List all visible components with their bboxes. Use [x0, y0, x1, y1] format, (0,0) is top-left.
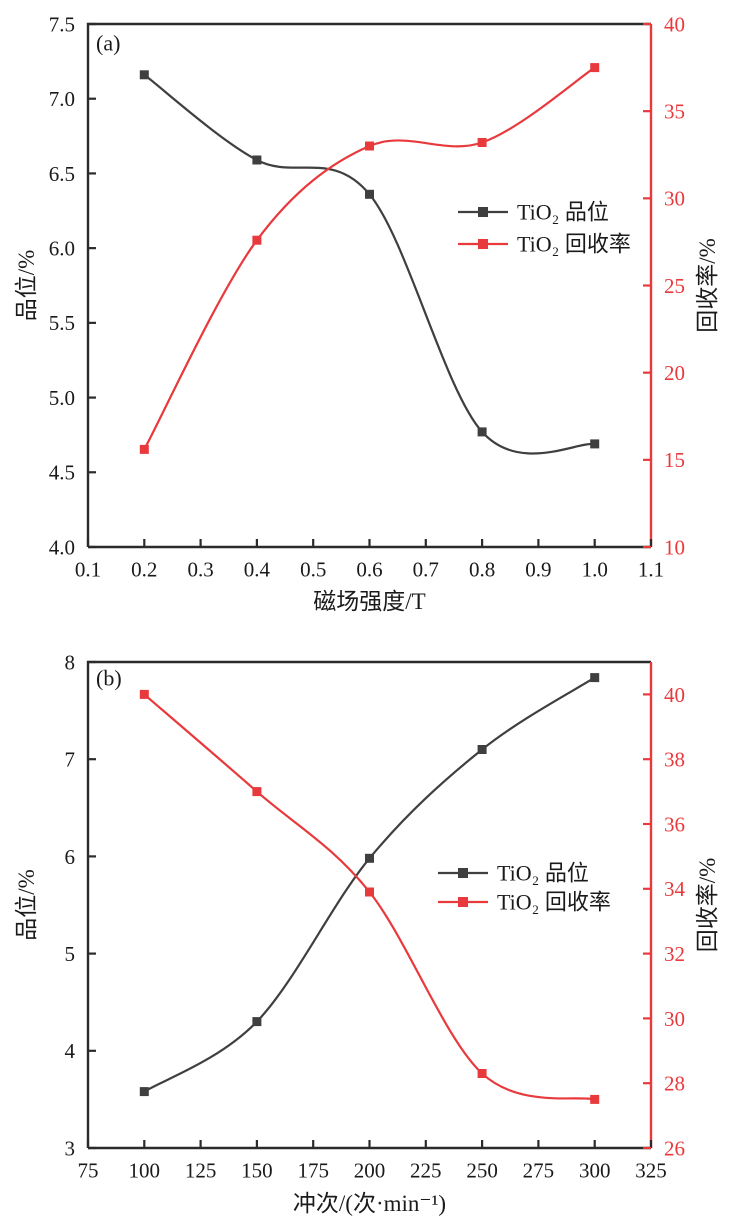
panel-b-right-tick-label: 32	[664, 942, 685, 966]
panel-b-x-tick-label: 250	[466, 1158, 498, 1182]
panel-b-recovery-data-point-marker	[477, 1069, 487, 1078]
panel-b-x-tick-label: 100	[129, 1158, 161, 1182]
panel-a-legend-marker	[478, 239, 488, 249]
panel-a-recovery-data-point-marker	[477, 138, 487, 147]
panel-a-x-tick-label: 0.2	[131, 557, 157, 581]
panel-b-grade-data-point-marker	[477, 745, 487, 754]
panel-a-right-tick-label: 15	[664, 448, 685, 472]
panel-a-x-tick-label: 0.1	[75, 557, 101, 581]
panel-a-right-tick-label: 35	[664, 100, 685, 124]
panel-a-legend-marker	[478, 207, 488, 217]
panel-b-legend-label: TiO₂ 回收率	[497, 890, 611, 915]
panel-a-x-axis-title: 磁场强度/T	[313, 589, 425, 614]
panel-a-x-tick-label: 1.1	[638, 557, 664, 581]
panel-a-grade-data-point-marker	[477, 427, 487, 437]
panel-a-left-axis-title: 品位/%	[14, 250, 39, 322]
panel-a-grade-data-point-marker	[252, 155, 262, 165]
panel-b-left-tick-label: 5	[65, 942, 76, 966]
panel-a-panel-label: (a)	[96, 31, 120, 56]
panel-b-right-axis-title: 回收率/%	[695, 858, 720, 953]
panel-a-left-tick-label: 6.5	[49, 162, 75, 186]
panel-b-x-tick-label: 125	[185, 1158, 217, 1182]
panel-a-right-tick-label: 20	[664, 361, 685, 385]
panel-b-grade-data-point-marker	[252, 1017, 262, 1027]
panel-a-recovery-data-point-marker	[590, 63, 600, 73]
panel-b-left-tick-label: 7	[65, 748, 76, 772]
panel-b-left-axis-title: 品位/%	[14, 869, 39, 941]
panel-a-recovery-data-point-marker	[252, 235, 262, 245]
panel-a-x-tick-label: 0.5	[300, 557, 326, 581]
panel-a-recovery-data-point-marker	[365, 141, 374, 151]
panel-a-x-tick-label: 0.9	[525, 557, 551, 581]
panel-a-right-axis-title: 回收率/%	[695, 238, 720, 333]
panel-a: 0.1 0.2 0.3 0.4 0.5 0.6 0.7 0.8 0.9 1.0 1.1 4.0 4.5 5…	[14, 12, 720, 614]
panel-b-right-tick-label: 28	[664, 1072, 685, 1096]
panel-a-right-tick-label: 40	[664, 12, 685, 36]
panel-b-left-tick-label: 3	[65, 1136, 76, 1160]
panel-a-recovery-data-point-marker	[139, 444, 149, 454]
panel-a-grade-curve	[143, 73, 596, 455]
panel-a-left-tick-label: 6.0	[49, 236, 75, 260]
panel-b-legend-label: TiO₂ 品位	[497, 861, 589, 886]
panel-a-legend: TiO₂ 品位 TiO₂ 回收率	[458, 200, 631, 257]
panel-a-x-tick-label: 0.7	[413, 557, 439, 581]
panel-a-left-tick-label: 7.0	[49, 87, 75, 111]
panel-b-right-tick-label: 26	[664, 1136, 685, 1160]
panel-b-recovery-data-point-marker	[139, 689, 149, 699]
panel-b-x-axis-title: 冲次/(次·min⁻¹)	[293, 1191, 446, 1216]
panel-b-x-tick-label: 150	[241, 1158, 273, 1182]
panel-b-right-tick-label: 34	[664, 877, 686, 901]
panel-a-x-tick-label: 1.0	[582, 557, 608, 581]
panel-b-right-tick-label: 36	[664, 812, 685, 836]
panel-a-recovery-curve	[143, 66, 596, 451]
panel-b-legend: TiO₂ 品位 TiO₂ 回收率	[438, 861, 611, 915]
panel-a-axes-frame	[86, 22, 651, 549]
panel-b-panel-label: (b)	[96, 666, 122, 691]
panel-a-x-tick-label: 0.4	[244, 557, 271, 581]
panel-a-left-tick-label: 7.5	[49, 12, 75, 36]
panel-b-legend-marker	[458, 897, 468, 907]
panel-b-right-tick-label: 40	[664, 683, 685, 707]
panel-b-grade-data-point-marker	[139, 1087, 149, 1097]
panel-b-x-tick-label: 225	[410, 1158, 442, 1182]
panel-a-left-tick-label: 5.0	[49, 386, 75, 410]
panel-b-x-tick-label: 325	[635, 1158, 667, 1182]
panel-a-left-tick-label: 4.5	[49, 461, 75, 485]
panel-b-x-tick-label: 175	[297, 1158, 329, 1182]
panel-b-x-tick-label: 300	[579, 1158, 611, 1182]
panel-b-x-tick-label: 200	[354, 1158, 386, 1182]
panel-a-legend-label: TiO₂ 回收率	[517, 232, 631, 257]
panel-b-left-tick-label: 8	[65, 650, 76, 674]
panel-a-grade-data-point-marker	[590, 439, 600, 449]
panel-a-x-tick-label: 0.8	[469, 557, 495, 581]
panel-a-x-tick-label: 0.6	[356, 557, 382, 581]
panel-b: 75 100 125 150 175 200 225 250 275 300 32534567826…	[14, 650, 720, 1216]
panel-a-right-tick-label: 25	[664, 274, 685, 298]
panel-b-recovery-data-point-marker	[590, 1094, 600, 1104]
panel-a-left-tick-label: 4.0	[49, 535, 75, 559]
panel-b-legend-marker	[458, 868, 468, 878]
panel-a-left-tick-label: 5.5	[49, 311, 75, 335]
panel-b-left-tick-label: 6	[65, 845, 76, 869]
panel-a-right-tick-label: 30	[664, 187, 685, 211]
panel-b-recovery-data-point-marker	[252, 787, 262, 797]
panel-b-right-tick-label: 38	[664, 748, 685, 772]
panel-a-grade-data-point-marker	[365, 189, 374, 199]
panel-a-grade-data-point-marker	[139, 70, 149, 80]
panel-b-right-tick-label: 30	[664, 1007, 685, 1031]
panel-a-x-tick-label: 0.3	[187, 557, 213, 581]
panel-b-left-tick-label: 4	[65, 1039, 76, 1063]
panel-b-grade-data-point-marker	[590, 673, 600, 683]
panel-b-grade-data-point-marker	[365, 853, 374, 863]
panel-b-x-tick-label: 75	[78, 1158, 99, 1182]
panel-a-legend-label: TiO₂ 品位	[517, 200, 609, 225]
panel-b-x-tick-label: 275	[523, 1158, 555, 1182]
panel-b-recovery-data-point-marker	[365, 887, 374, 897]
panel-a-right-tick-label: 10	[664, 535, 685, 559]
